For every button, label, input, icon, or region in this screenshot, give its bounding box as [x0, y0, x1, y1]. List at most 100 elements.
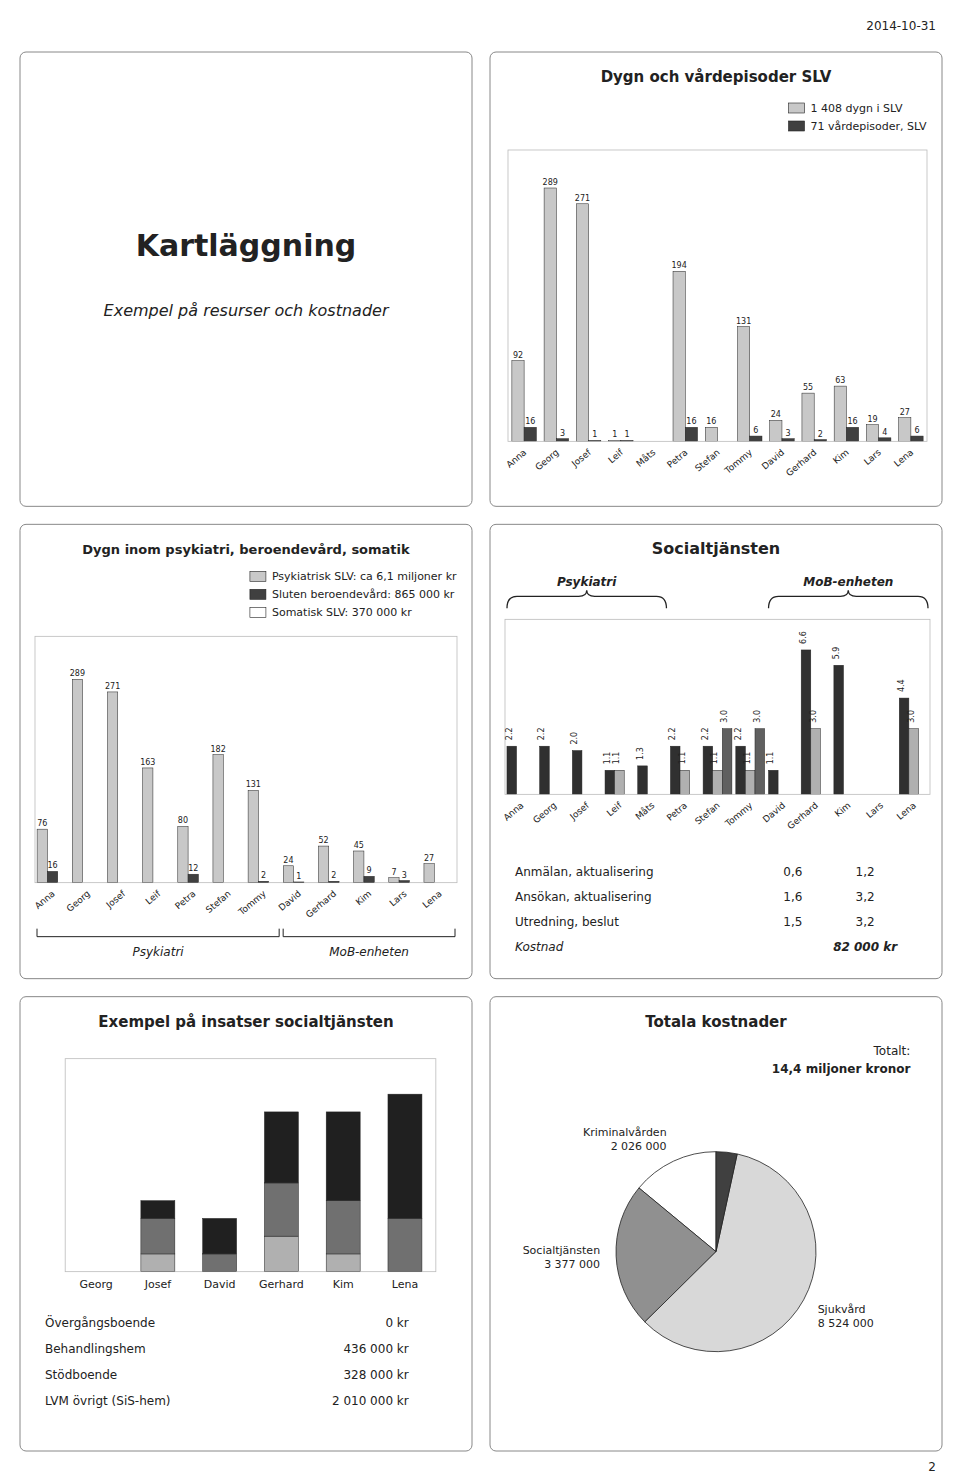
- data-label: 289: [70, 669, 85, 678]
- bar: [769, 770, 779, 794]
- table-cell: 0 kr: [385, 1316, 408, 1330]
- slice-label: Sjukvård8 524 000: [818, 1303, 874, 1330]
- data-label: 2.2: [701, 727, 710, 740]
- data-label: 131: [246, 780, 261, 789]
- bar: [434, 882, 444, 883]
- table-cell: 1,6: [783, 890, 802, 904]
- label-line: Socialtjänsten: [523, 1244, 601, 1257]
- bar: [750, 436, 762, 441]
- data-label: 5.9: [832, 647, 841, 660]
- data-label: 2.0: [570, 732, 579, 745]
- x-tick-label: Petra: [173, 889, 197, 912]
- bar: [223, 882, 233, 883]
- bar: [853, 794, 863, 795]
- bar: [718, 441, 730, 442]
- data-label: 2.2: [668, 727, 677, 740]
- bar: [141, 1218, 175, 1254]
- x-tick-label: Lena: [895, 800, 918, 822]
- data-label: 4.4: [897, 679, 906, 692]
- group-label: Psykiatri: [132, 945, 184, 959]
- panel-frame: [490, 997, 942, 1451]
- bar: [264, 1112, 298, 1183]
- data-label: 182: [210, 745, 225, 754]
- x-tick-labels: AnnaGeorgJosefLeifMåtsPetraStefanTommyDa…: [502, 800, 918, 832]
- table: Övergångsboende0 krBehandlingshem436 000…: [45, 1314, 409, 1408]
- data-label: 271: [105, 682, 120, 691]
- data-label: 27: [900, 408, 910, 417]
- data-label: 7: [391, 868, 396, 877]
- x-tick-labels: AnnaGeorgJosefLeifPetraStefanTommyDavidG…: [33, 888, 444, 920]
- x-tick-label: Josef: [144, 1278, 172, 1291]
- bar: [886, 794, 896, 795]
- x-tick-label: David: [760, 447, 786, 471]
- plot-frame: [505, 619, 930, 794]
- group-label: MoB-enheten: [329, 945, 409, 959]
- x-tick-label: Anna: [33, 889, 57, 912]
- bar: [556, 439, 568, 442]
- data-label: 16: [525, 417, 535, 426]
- plot-frame: [65, 1059, 436, 1272]
- x-tick-label: Kim: [354, 889, 374, 908]
- bar: [834, 386, 846, 441]
- x-tick-label: Måts: [634, 447, 657, 469]
- x-tick-label: Stefan: [693, 800, 722, 826]
- pie-slice: [716, 1152, 737, 1252]
- data-label: 271: [575, 194, 590, 203]
- x-tick-label: Lars: [388, 888, 409, 908]
- x-tick-label: Georg: [65, 889, 92, 914]
- data-label: 1.1: [612, 752, 621, 765]
- page: 2014-10-312KartläggningExempel på resurs…: [0, 0, 960, 1479]
- bar: [79, 1271, 113, 1272]
- data-label: 3: [786, 429, 791, 438]
- data-label: 2.2: [537, 727, 546, 740]
- slice-label: Socialtjänsten3 377 000: [523, 1244, 601, 1271]
- data-label: 24: [283, 856, 293, 865]
- data-label: 3: [560, 429, 565, 438]
- x-tick-labels: AnnaGeorgJosefLeifMåtsPetraStefanTommyDa…: [504, 447, 915, 479]
- bar: [690, 794, 700, 795]
- total-value: 14,4 miljoner kronor: [772, 1062, 911, 1076]
- table-cell: 2 010 000 kr: [332, 1394, 409, 1408]
- bar: [843, 794, 853, 795]
- data-label: 2: [261, 871, 266, 880]
- bar: [388, 1218, 422, 1271]
- legend-swatch: [250, 607, 266, 617]
- bar: [866, 425, 878, 442]
- data-label: 3: [402, 871, 407, 880]
- data-label: 92: [513, 351, 523, 360]
- group-braces: PsykiatriMoB-enheten: [507, 575, 928, 608]
- pie: [616, 1152, 816, 1352]
- x-tick-label: Tommy: [723, 800, 755, 830]
- panel-frame: [20, 997, 472, 1451]
- table-cell: 82 000 kr: [833, 940, 898, 954]
- x-tick-label: Lena: [892, 447, 915, 469]
- legend-swatch: [789, 121, 805, 131]
- bar: [680, 770, 690, 794]
- table-cell: Kostnad: [515, 940, 564, 954]
- x-tick-label: Gerhard: [784, 447, 818, 478]
- plot-frame: [508, 150, 927, 441]
- bar: [876, 794, 886, 795]
- bar: [424, 864, 434, 883]
- x-tick-label: Petra: [665, 447, 689, 470]
- x-tick-label: Josef: [103, 888, 127, 911]
- panel-frame: [490, 52, 942, 506]
- bar-chart: 9228927111941613124556319271631116632164…: [504, 150, 927, 478]
- bar: [203, 1254, 237, 1272]
- x-tick-label: Anna: [502, 800, 526, 823]
- table-cell: Ansökan, aktualisering: [515, 890, 652, 904]
- x-tick-label: Kim: [833, 800, 853, 819]
- bar-chart: 7628927116380182131245245727161221293Ann…: [33, 636, 457, 919]
- data-label: 76: [37, 819, 47, 828]
- chart-title: Socialtjänsten: [652, 539, 781, 558]
- bar: [605, 770, 615, 794]
- bar: [685, 427, 697, 441]
- data-labels: 7628927116380182131245245727161221293: [37, 669, 434, 881]
- data-label: 19: [867, 415, 877, 424]
- bar: [72, 679, 82, 882]
- bar: [213, 755, 223, 883]
- data-label: 2: [818, 430, 823, 439]
- bar: [846, 427, 858, 441]
- bar: [47, 871, 57, 882]
- label-line: 2 026 000: [611, 1140, 667, 1153]
